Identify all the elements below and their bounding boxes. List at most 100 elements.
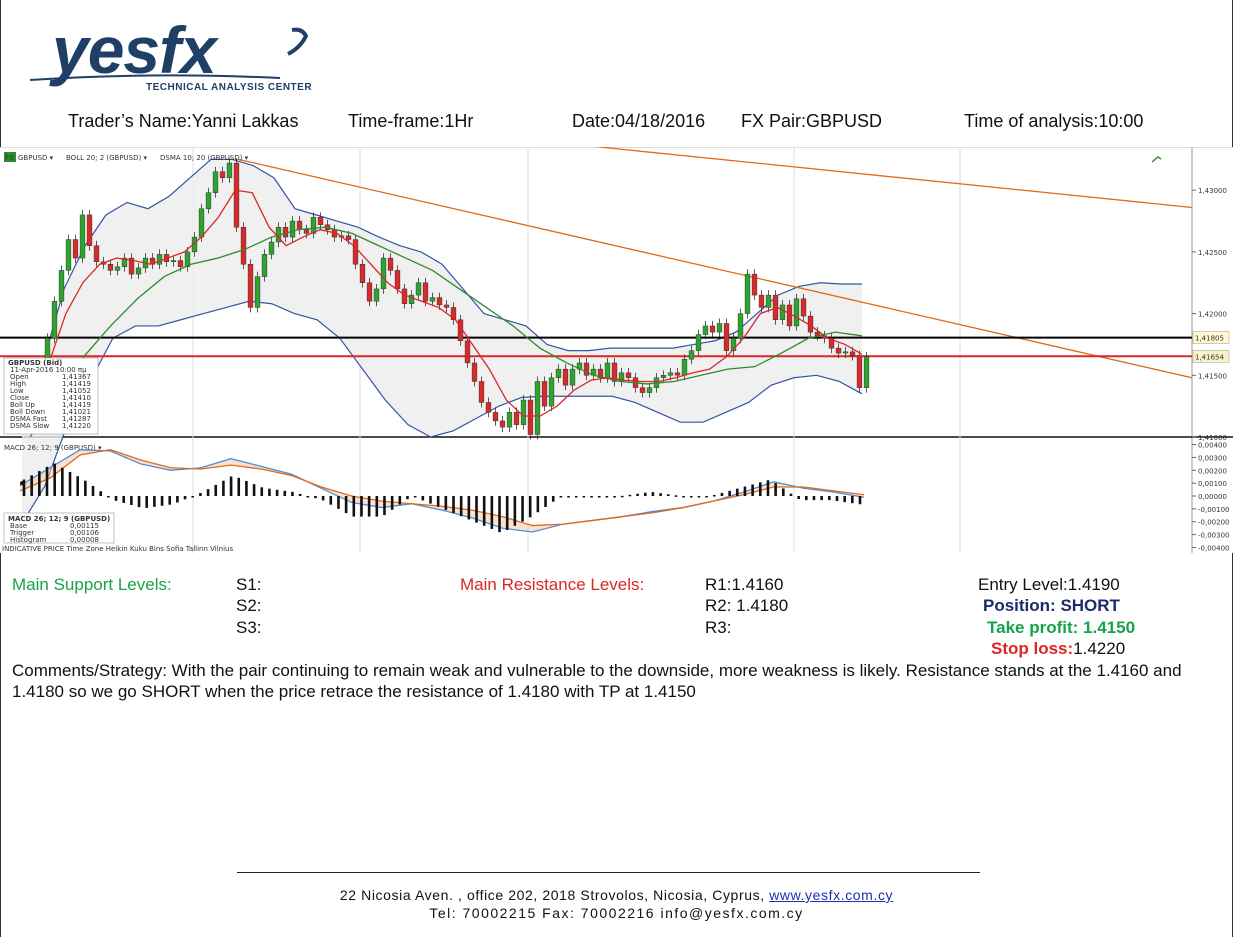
candle-body [786,304,793,327]
candle-body [863,356,870,388]
price-tag-box [1192,350,1230,363]
macd-histogram-bar [429,496,432,504]
macd-histogram-bar [406,496,409,500]
macd-histogram-bar [329,496,333,505]
macd-histogram-bar [360,496,363,517]
macd-histogram-bar [291,491,294,496]
bollinger-fill [22,159,862,524]
macd-histogram-bar [84,480,87,496]
candle-body [625,372,632,378]
macd-info-value: 0,00115 [70,522,99,530]
macd-histogram-bar [145,496,149,508]
candle-body [156,254,163,265]
macd-histogram-bar [199,493,202,496]
macd-histogram-bar [153,496,156,507]
candle-body [303,229,310,234]
candle-body [527,399,534,435]
info-box-label: High [10,380,26,388]
macd-histogram-bar [61,467,64,496]
dsma-fast-line [31,189,863,417]
candle-body [674,372,681,376]
macd-histogram-bar [38,471,41,496]
candle-body [51,301,58,339]
trendline [592,147,1193,209]
macd-histogram-bar [130,496,133,506]
candle-body [352,239,359,265]
footer-website-link[interactable]: www.yesfx.com.cy [769,887,894,903]
macd-histogram-bar [705,496,708,498]
info-box-value: 1,41220 [62,422,91,430]
candle-body [380,257,387,290]
macd-histogram-bar [843,496,846,503]
candle-body [828,338,835,349]
dsma-slow-line [29,226,863,438]
candle-body [849,351,856,356]
info-box-label: DSMA Fast [10,415,47,423]
support-s3: S3: [236,618,262,637]
y-tick-label: 1,42000 [1198,311,1227,319]
macd-histogram-bar [390,496,394,510]
macd-histogram-bar [206,489,210,496]
macd-histogram-bar [789,493,793,496]
stop-loss: Stop loss:1.4220 [991,639,1125,659]
macd-histogram-bar [559,496,563,498]
macd-histogram-bar [505,496,509,531]
macd-histogram-bar [766,480,770,496]
macd-histogram-bar [436,496,440,507]
macd-histogram-bar [337,496,340,509]
candle-body [562,368,569,386]
bollinger-lower-line [21,300,863,524]
macd-y-tick-label: -0,00300 [1198,532,1229,540]
candle-body [219,171,226,179]
candle-body [646,387,653,393]
macd-histogram-bar [812,496,816,501]
info-box-value: 1,41419 [62,380,91,388]
candle-body [121,257,128,267]
macd-histogram-bar [544,496,547,507]
macd-histogram-bar [383,496,386,516]
candle-body [541,381,548,407]
y-tick-label: 1,43000 [1198,187,1227,195]
support-title: Main Support Levels: [12,575,172,594]
macd-histogram-bar [735,488,739,496]
candle-body [107,264,114,271]
candle-body [569,368,576,386]
macd-y-tick-label: 0,00400 [1198,442,1227,450]
candle-body [79,214,86,259]
macd-histogram-bar [45,466,49,496]
macd-histogram-bar [367,496,371,517]
macd-histogram-bar [375,496,379,517]
candle-body [408,294,415,304]
time-of-analysis: Time of analysis:10:00 [964,111,1144,131]
macd-y-tick-label: -0,00400 [1198,544,1229,552]
candle-body [709,325,716,333]
macd-histogram-bar [245,480,248,496]
macd-y-tick-label: -0,00100 [1198,506,1229,514]
macd-histogram-bar [697,496,701,498]
chart-panel: 1,43000 1,42500 1,42000 1,41500 1,41000 1,418… [0,147,1233,553]
macd-marker [20,481,24,486]
macd-histogram-bar [467,496,471,520]
take-profit: Take profit: 1.4150 [987,618,1136,637]
candle-body [184,251,191,267]
macd-histogram-bar [643,492,647,496]
macd-histogram-bar [452,496,455,514]
info-box-value: 1,41021 [62,408,91,416]
candle-body [149,257,156,265]
candle-body [513,412,520,425]
macd-histogram-bar [160,496,164,506]
resistance-r1: R1:1.4160 [705,575,784,594]
candle-body [226,162,233,179]
candle-body [744,273,751,314]
macd-histogram-bar [712,495,716,497]
trader-name: Trader’s Name:Yanni Lakkas [68,111,299,131]
info-box-value: 1,41287 [62,415,91,423]
macd-histogram-bar [659,493,662,496]
macd-histogram-bar [490,496,494,529]
macd-histogram-bar [567,496,570,498]
macd-histogram-bar [352,496,356,517]
macd-histogram-bar [528,496,532,518]
macd-histogram-bar [482,496,486,526]
macd-histogram-bar [260,487,264,496]
support-s2: S2: [236,596,262,615]
